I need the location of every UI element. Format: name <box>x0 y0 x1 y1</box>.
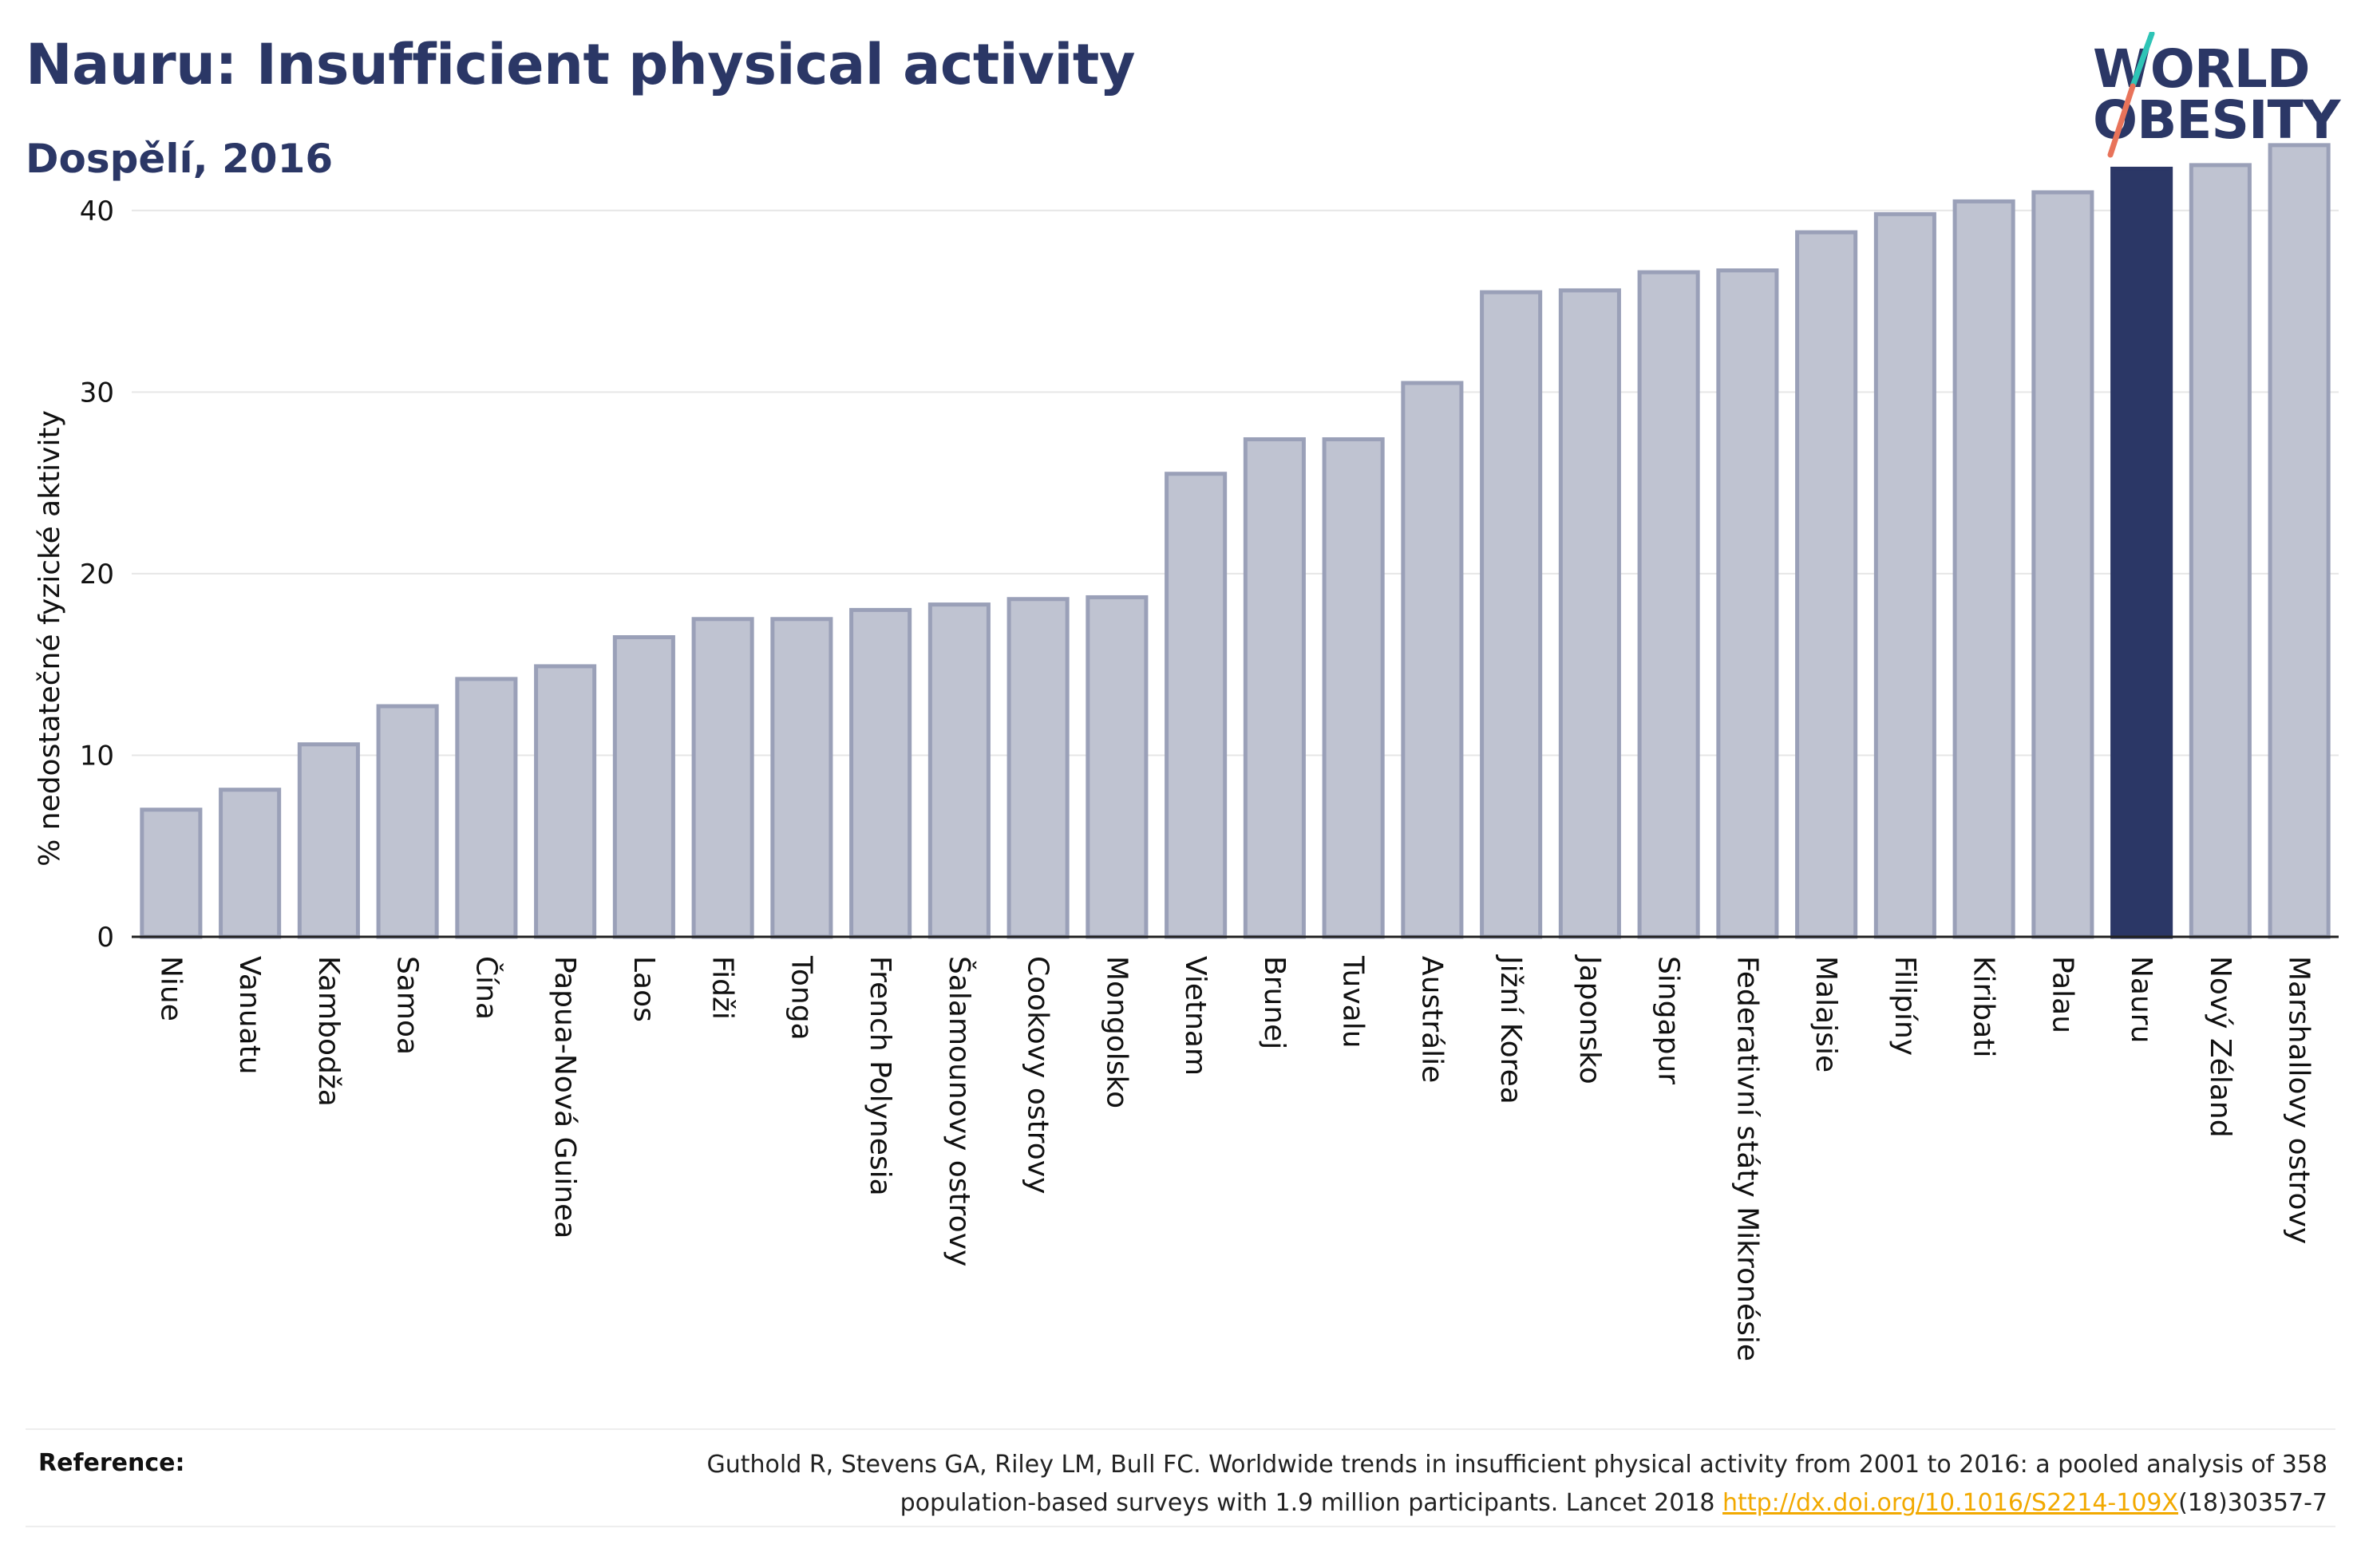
x-tick-label: Filipíny <box>1888 956 1921 1056</box>
x-tick-label: Marshallovy ostrovy <box>2283 956 2316 1244</box>
bar-Samoa[interactable] <box>376 704 439 939</box>
bar-Vanuatu[interactable] <box>219 788 282 939</box>
reference-label: Reference: <box>38 1449 185 1477</box>
bar-Čína[interactable] <box>455 677 518 939</box>
bar-French Polynesia[interactable] <box>849 607 912 939</box>
bar-Laos[interactable] <box>612 635 675 939</box>
x-tick-label: Laos <box>627 956 660 1022</box>
x-tick-label: Šalamounovy ostrovy <box>943 956 976 1266</box>
reference-doi-link[interactable]: http://dx.doi.org/10.1016/S2214-109X <box>1722 1489 2179 1517</box>
reference-bottom-divider <box>26 1526 2335 1527</box>
x-tick-label: Tuvalu <box>1337 955 1370 1049</box>
reference-line-2-prefix: population-based surveys with 1.9 millio… <box>900 1489 1723 1517</box>
x-tick-label: Austrálie <box>1415 956 1448 1083</box>
x-tick-label: Singapur <box>1652 956 1685 1084</box>
x-tick-label: French Polynesia <box>864 956 896 1196</box>
logo-text-obesity: OBESITY <box>2093 89 2340 151</box>
bar-Fidži[interactable] <box>691 617 754 939</box>
x-tick-label: Papua-Nová Guinea <box>548 956 581 1238</box>
tick-labels: 0 10 20 30 40 Niue Vanuatu Kambodža Samoa Čína Pap… <box>80 196 2316 1361</box>
bar-Kambodža[interactable] <box>297 742 360 939</box>
bar-Nauru[interactable] <box>2110 166 2173 939</box>
x-tick-label: Palau <box>2046 956 2078 1033</box>
y-tick-label: 30 <box>80 377 114 409</box>
reference-line-1: Guthold R, Stevens GA, Riley LM, Bull FC… <box>706 1451 2327 1479</box>
y-tick-label: 20 <box>80 559 114 590</box>
bar-Tonga[interactable] <box>770 617 833 939</box>
bar-Kiribati[interactable] <box>1952 199 2015 939</box>
x-tick-label: Vietnam <box>1179 956 1212 1076</box>
x-tick-label: Kambodža <box>312 956 345 1107</box>
bar-Niue[interactable] <box>140 808 203 939</box>
bar-Marshallovy ostrovy[interactable] <box>2268 143 2331 939</box>
x-tick-label: Čína <box>469 956 503 1020</box>
x-tick-label: Vanuatu <box>233 956 266 1075</box>
x-tick-label: Tonga <box>785 955 817 1041</box>
bar-Papua-Nová Guinea[interactable] <box>534 664 597 939</box>
bar-Tuvalu[interactable] <box>1322 436 1385 939</box>
x-tick-label: Kiribati <box>1968 956 2000 1057</box>
x-tick-label: Brunej <box>1258 956 1291 1049</box>
bar-Šalamounovy ostrovy[interactable] <box>927 602 991 939</box>
x-tick-label: Malajsie <box>1809 956 1842 1072</box>
y-tick-label: 0 <box>97 922 114 954</box>
reference-line-2: population-based surveys with 1.9 millio… <box>492 1484 2327 1523</box>
bar-Japonsko[interactable] <box>1558 288 1621 939</box>
bar-chart: 0 10 20 30 40 Niue Vanuatu Kambodža Samoa Čína Pap… <box>34 143 2339 1361</box>
x-tick-label: Nový Zéland <box>2204 956 2236 1138</box>
bar-Filipíny[interactable] <box>1873 211 1936 939</box>
reference-text: Guthold R, Stevens GA, Riley LM, Bull FC… <box>492 1446 2327 1523</box>
x-tick-label: Jižní Korea <box>1494 954 1527 1104</box>
x-tick-label: Japonsko <box>1573 954 1606 1084</box>
bar-Federativní státy Mikronésie[interactable] <box>1716 268 1779 939</box>
bar-Singapur[interactable] <box>1637 270 1700 939</box>
bar-Brunej[interactable] <box>1243 436 1306 939</box>
reference-top-divider <box>26 1428 2335 1430</box>
reference-line-2-suffix: (18)30357-7 <box>2178 1489 2327 1517</box>
x-tick-label: Nauru <box>2125 956 2157 1043</box>
bar-Cookovy ostrovy[interactable] <box>1006 597 1070 939</box>
x-tick-label: Niue <box>154 956 187 1021</box>
bar-Jižní Korea[interactable] <box>1480 290 1543 939</box>
logo-slash-icon <box>2107 32 2155 158</box>
bar-Austrálie[interactable] <box>1401 381 1464 939</box>
chart-subtitle: Dospělí, 2016 <box>26 136 334 182</box>
bar-Vietnam[interactable] <box>1165 472 1228 939</box>
y-tick-label: 10 <box>80 740 114 772</box>
logo-text-world: WORLD <box>2093 38 2311 100</box>
x-tick-label: Cookovy ostrovy <box>1022 956 1054 1194</box>
bar-Nový Zéland[interactable] <box>2189 163 2252 939</box>
chart-title: Nauru: Insufficient physical activity <box>26 32 1136 97</box>
x-tick-label: Federativní státy Mikronésie <box>1730 956 1763 1361</box>
y-tick-label: 40 <box>80 196 114 227</box>
x-tick-label: Samoa <box>391 956 424 1055</box>
y-axis-label: % nedostatečné fyzické aktivity <box>34 410 66 867</box>
world-obesity-logo: WORLD OBESITY <box>2075 32 2347 168</box>
bars <box>140 143 2331 939</box>
x-tick-label: Fidži <box>706 956 739 1020</box>
bar-Mongolsko[interactable] <box>1086 594 1149 939</box>
x-tick-label: Mongolsko <box>1100 956 1133 1108</box>
bar-Palau[interactable] <box>2031 190 2094 939</box>
bar-Malajsie[interactable] <box>1795 230 1858 939</box>
